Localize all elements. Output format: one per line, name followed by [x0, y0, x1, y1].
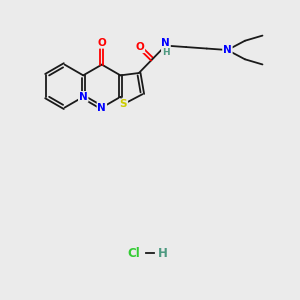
Text: S: S: [120, 99, 127, 109]
Text: N: N: [98, 103, 106, 112]
Text: N: N: [161, 38, 170, 48]
Text: O: O: [136, 42, 144, 52]
Text: N: N: [79, 92, 88, 102]
Text: H: H: [158, 247, 168, 260]
Text: Cl: Cl: [128, 247, 140, 260]
Text: H: H: [162, 48, 170, 57]
Text: N: N: [223, 45, 232, 55]
Text: O: O: [98, 38, 106, 48]
